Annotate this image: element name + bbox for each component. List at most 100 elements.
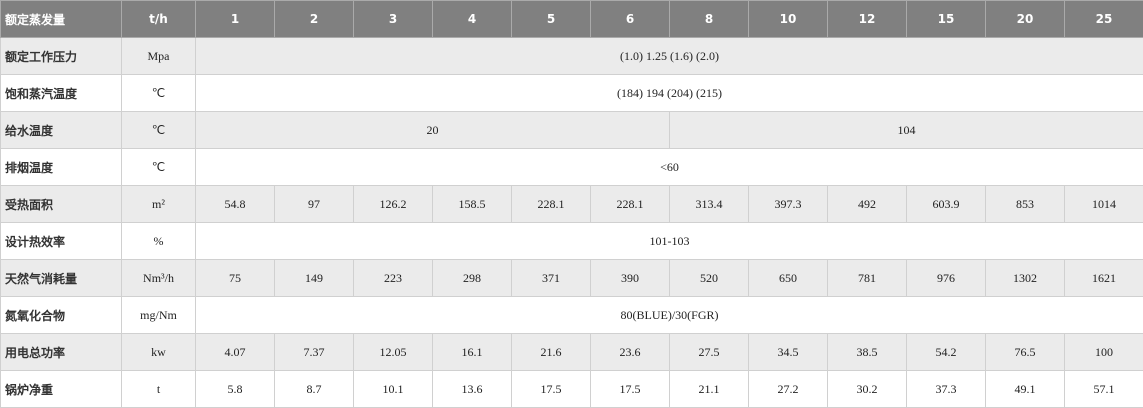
value-cell: 97 bbox=[274, 185, 354, 223]
unit-cell: ℃ bbox=[121, 148, 196, 186]
value-cell: 57.1 bbox=[1064, 370, 1143, 408]
value-cell: 1621 bbox=[1064, 259, 1143, 297]
unit-cell: kw bbox=[121, 333, 196, 371]
header-cell: 25 bbox=[1064, 0, 1143, 38]
data-row: 额定工作压力 Mpa (1.0) 1.25 (1.6) (2.0) bbox=[0, 37, 1143, 75]
header-cell: 10 bbox=[748, 0, 828, 38]
value-cell: 27.2 bbox=[748, 370, 828, 408]
value-cell: 976 bbox=[906, 259, 986, 297]
value-cell: 313.4 bbox=[669, 185, 749, 223]
unit-cell: ℃ bbox=[121, 74, 196, 112]
value-cell: 54.8 bbox=[195, 185, 275, 223]
row-label: 额定工作压力 bbox=[0, 37, 122, 75]
data-row: 受热面积 m² 54.8 97 126.2 158.5 228.1 228.1 313.4 397… bbox=[0, 185, 1143, 223]
header-cell: 1 bbox=[195, 0, 275, 38]
row-label: 天然气消耗量 bbox=[0, 259, 122, 297]
value-cell: 17.5 bbox=[590, 370, 670, 408]
header-label: 额定蒸发量 bbox=[0, 0, 122, 38]
value-cell: 30.2 bbox=[827, 370, 907, 408]
data-row: 设计热效率% 101-103 bbox=[0, 222, 1143, 260]
header-cell: 6 bbox=[590, 0, 670, 38]
unit-cell: Nm³/h bbox=[121, 259, 196, 297]
value-cell: 76.5 bbox=[985, 333, 1065, 371]
row-label: 锅炉净重 bbox=[0, 370, 122, 408]
value-cell: 397.3 bbox=[748, 185, 828, 223]
value-cell: 101-103 bbox=[195, 222, 1143, 260]
value-cell: (184) 194 (204) (215) bbox=[195, 74, 1143, 112]
unit-cell: m² bbox=[121, 185, 196, 223]
value-cell: 21.6 bbox=[511, 333, 591, 371]
value-cell: 49.1 bbox=[985, 370, 1065, 408]
value-cell: 17.5 bbox=[511, 370, 591, 408]
value-cell: 390 bbox=[590, 259, 670, 297]
data-row: 氮氧化合物 mg/Nm 80(BLUE)/30(FGR) bbox=[0, 296, 1143, 334]
header-cell: 5 bbox=[511, 0, 591, 38]
value-cell: 298 bbox=[432, 259, 512, 297]
value-cell: 223 bbox=[353, 259, 433, 297]
value-cell: 20 bbox=[195, 111, 670, 149]
value-cell: 1302 bbox=[985, 259, 1065, 297]
value-cell: 492 bbox=[827, 185, 907, 223]
header-cell: 20 bbox=[985, 0, 1065, 38]
value-cell: 4.07 bbox=[195, 333, 275, 371]
value-cell: 228.1 bbox=[511, 185, 591, 223]
row-label: 设计热效率 bbox=[0, 222, 122, 260]
header-cell: 3 bbox=[353, 0, 433, 38]
value-cell: 27.5 bbox=[669, 333, 749, 371]
row-label: 给水温度 bbox=[0, 111, 122, 149]
row-label: 氮氧化合物 bbox=[0, 296, 122, 334]
data-row: 锅炉净重 t 5.8 8.7 10.1 13.6 17.5 17.5 21.1 27.2 30.2 3… bbox=[0, 370, 1143, 408]
value-cell: 158.5 bbox=[432, 185, 512, 223]
data-row: 天然气消耗量 Nm³/h 75 149 223 298 371 390 520 650 781 976… bbox=[0, 259, 1143, 297]
unit-cell: % bbox=[121, 222, 196, 260]
header-row: 额定蒸发量 t/h 1 2 3 4 5 6 8 10 12 15 20 25 bbox=[0, 0, 1143, 38]
header-cell: 2 bbox=[274, 0, 354, 38]
value-cell: (1.0) 1.25 (1.6) (2.0) bbox=[195, 37, 1143, 75]
value-cell: 781 bbox=[827, 259, 907, 297]
unit-cell: Mpa bbox=[121, 37, 196, 75]
unit-cell: ℃ bbox=[121, 111, 196, 149]
value-cell: 75 bbox=[195, 259, 275, 297]
value-cell: 853 bbox=[985, 185, 1065, 223]
value-cell: 7.37 bbox=[274, 333, 354, 371]
unit-cell: t bbox=[121, 370, 196, 408]
value-cell: 5.8 bbox=[195, 370, 275, 408]
row-label: 排烟温度 bbox=[0, 148, 122, 186]
data-row: 排烟温度 ℃ <60 bbox=[0, 148, 1143, 186]
header-cell: 15 bbox=[906, 0, 986, 38]
header-cell: 12 bbox=[827, 0, 907, 38]
value-cell: 10.1 bbox=[353, 370, 433, 408]
value-cell: <60 bbox=[195, 148, 1143, 186]
row-label: 饱和蒸汽温度 bbox=[0, 74, 122, 112]
header-cell: 8 bbox=[669, 0, 749, 38]
value-cell: 13.6 bbox=[432, 370, 512, 408]
value-cell: 34.5 bbox=[748, 333, 828, 371]
value-cell: 1014 bbox=[1064, 185, 1143, 223]
data-row: 给水温度 ℃ 20 104 bbox=[0, 111, 1143, 149]
value-cell: 21.1 bbox=[669, 370, 749, 408]
value-cell: 54.2 bbox=[906, 333, 986, 371]
value-cell: 126.2 bbox=[353, 185, 433, 223]
value-cell: 603.9 bbox=[906, 185, 986, 223]
unit-cell: mg/Nm bbox=[121, 296, 196, 334]
value-cell: 16.1 bbox=[432, 333, 512, 371]
value-cell: 12.05 bbox=[353, 333, 433, 371]
value-cell: 23.6 bbox=[590, 333, 670, 371]
header-cell: t/h bbox=[121, 0, 196, 38]
value-cell: 8.7 bbox=[274, 370, 354, 408]
value-cell: 37.3 bbox=[906, 370, 986, 408]
value-cell: 80(BLUE)/30(FGR) bbox=[195, 296, 1143, 334]
value-cell: 371 bbox=[511, 259, 591, 297]
data-row: 用电总功率 kw 4.07 7.37 12.05 16.1 21.6 23.6 27.5 34.5… bbox=[0, 333, 1143, 371]
value-cell: 149 bbox=[274, 259, 354, 297]
value-cell: 104 bbox=[669, 111, 1143, 149]
value-cell: 38.5 bbox=[827, 333, 907, 371]
row-label: 用电总功率 bbox=[0, 333, 122, 371]
value-cell: 650 bbox=[748, 259, 828, 297]
row-label: 受热面积 bbox=[0, 185, 122, 223]
value-cell: 520 bbox=[669, 259, 749, 297]
data-row: 饱和蒸汽温度 ℃ (184) 194 (204) (215) bbox=[0, 74, 1143, 112]
value-cell: 100 bbox=[1064, 333, 1143, 371]
